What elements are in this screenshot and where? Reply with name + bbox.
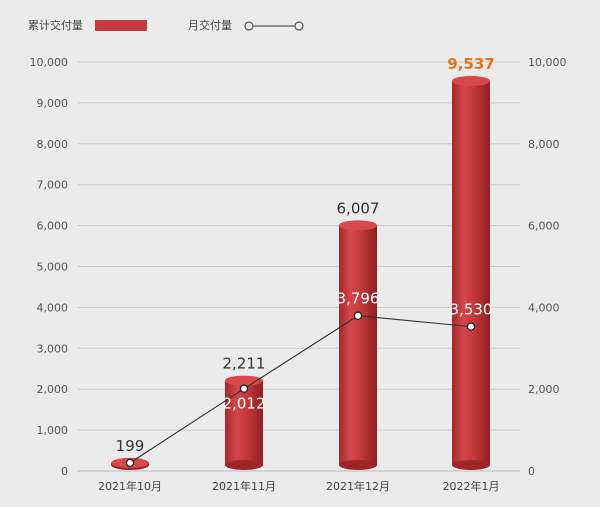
- left-tick-label: 6,000: [37, 220, 69, 233]
- left-tick-label: 7,000: [37, 179, 69, 192]
- right-tick-label: 8,000: [528, 138, 560, 151]
- right-tick-label: 10,000: [528, 56, 567, 69]
- line-point: [466, 322, 476, 331]
- line-value-label: 3,530: [450, 301, 493, 319]
- x-axis: 2021年10月 2021年11月 2021年12月 2022年1月: [78, 470, 520, 493]
- category-label: 2021年12月: [326, 479, 390, 493]
- left-tick-label: 10,000: [30, 56, 69, 69]
- bar-value-label: 199: [116, 437, 145, 455]
- legend-swatch-line: [244, 21, 304, 31]
- right-tick-label: 2,000: [528, 383, 560, 396]
- category-label: 2022年1月: [443, 479, 500, 493]
- left-tick-label: 9,000: [37, 97, 69, 110]
- bar-value-label: 2,211: [223, 355, 266, 373]
- legend-label-bar: 累计交付量: [28, 18, 83, 32]
- legend: 累计交付量 月交付量: [28, 18, 304, 32]
- left-tick-label: 0: [61, 465, 68, 478]
- bars: [111, 75, 490, 470]
- left-tick-label: 5,000: [37, 261, 69, 274]
- line-value-label: 3,796: [337, 290, 380, 308]
- left-tick-label: 2,000: [37, 383, 69, 396]
- line-point: [125, 458, 135, 468]
- monthly-line: [125, 311, 476, 468]
- bar: [452, 75, 490, 470]
- right-tick-label: 6,000: [528, 220, 560, 233]
- right-tick-label: 0: [528, 465, 535, 478]
- bar-value-label: 6,007: [337, 199, 380, 217]
- line-path: [129, 315, 472, 464]
- bar-value-label: 9,537: [447, 55, 494, 73]
- line-point: [353, 311, 363, 320]
- category-label: 2021年10月: [98, 479, 162, 493]
- right-y-axis: 0 2,000 4,000 6,000 8,000 10,000: [528, 56, 567, 478]
- data-labels: 199 2,211 6,007 9,537 2,012 3,796 3,530: [116, 55, 495, 455]
- legend-swatch-bar: [95, 20, 147, 31]
- line-value-label: 2,012: [223, 395, 266, 413]
- line-point: [239, 384, 249, 393]
- left-tick-label: 4,000: [37, 301, 69, 314]
- left-tick-label: 3,000: [37, 342, 69, 355]
- right-tick-label: 4,000: [528, 301, 560, 314]
- legend-label-line: 月交付量: [188, 18, 232, 32]
- left-tick-label: 8,000: [37, 138, 69, 151]
- bar: [339, 220, 377, 470]
- left-y-axis: 0 1,000 2,000 3,000 4,000 5,000 6,000 7,000 8,00…: [30, 56, 69, 478]
- left-tick-label: 1,000: [37, 424, 69, 437]
- category-label: 2021年11月: [212, 479, 276, 493]
